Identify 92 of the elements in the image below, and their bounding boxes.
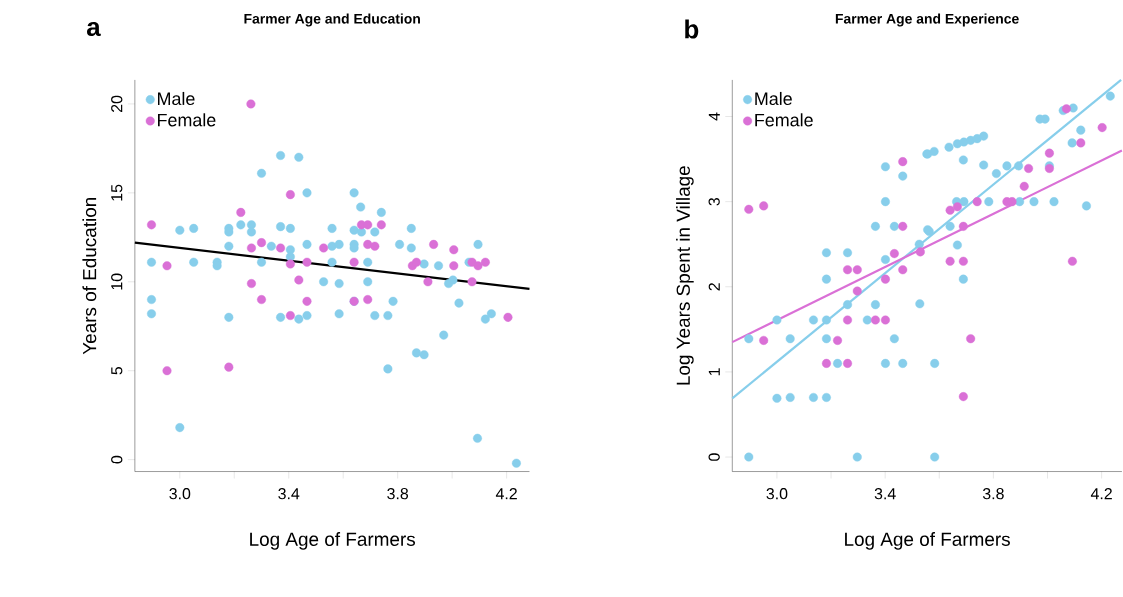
point xyxy=(889,248,899,258)
point xyxy=(246,243,256,253)
point xyxy=(1067,256,1077,266)
point xyxy=(966,334,976,344)
point xyxy=(467,277,477,287)
point xyxy=(246,278,256,288)
point xyxy=(363,294,373,304)
point xyxy=(363,220,373,230)
point xyxy=(319,243,329,253)
y-tick-label: 10 xyxy=(111,273,123,290)
point xyxy=(972,196,982,206)
legend-label: Female xyxy=(755,113,813,127)
point xyxy=(898,265,908,275)
point xyxy=(302,296,312,306)
chart-title: Farmer Age and Experience xyxy=(835,13,1019,27)
point xyxy=(285,310,295,320)
point xyxy=(411,257,421,267)
point xyxy=(246,99,256,109)
point xyxy=(449,261,459,271)
point xyxy=(759,201,769,211)
point xyxy=(1097,122,1107,132)
point xyxy=(1044,148,1054,158)
point xyxy=(852,265,862,275)
point xyxy=(224,362,234,372)
point xyxy=(429,239,439,249)
point xyxy=(880,315,890,325)
point xyxy=(370,241,380,251)
point xyxy=(843,358,853,368)
point xyxy=(945,256,955,266)
point xyxy=(376,220,386,230)
text: a xyxy=(87,21,101,36)
legend-label: Male xyxy=(755,91,792,105)
legend-label: Male xyxy=(158,91,195,105)
y-tick-label: 20 xyxy=(111,95,123,112)
x-axis-title: Log Age of Farmers xyxy=(250,531,416,550)
point xyxy=(480,257,490,267)
point xyxy=(349,257,359,267)
x-tick-label: 3.0 xyxy=(169,487,191,500)
point xyxy=(236,207,246,217)
y-axis-title: Years of Education xyxy=(82,197,97,355)
point xyxy=(302,257,312,267)
point xyxy=(503,312,513,322)
point xyxy=(833,335,843,345)
point xyxy=(162,365,172,375)
y-tick-label: 3 xyxy=(708,197,720,206)
point xyxy=(146,220,156,230)
point xyxy=(915,247,925,257)
point xyxy=(843,315,853,325)
point xyxy=(958,256,968,266)
chart-title: Farmer Age and Education xyxy=(244,13,420,27)
y-tick-label: 1 xyxy=(708,368,720,375)
point xyxy=(821,358,831,368)
point xyxy=(294,275,304,285)
point xyxy=(276,243,286,253)
x-tick-label: 4.2 xyxy=(495,487,517,499)
point xyxy=(945,205,955,215)
point xyxy=(1076,138,1086,148)
point xyxy=(449,245,459,255)
y-tick-label: 4 xyxy=(708,112,720,121)
point xyxy=(257,294,267,304)
y-axis-title: Log Years Spent in Village xyxy=(676,166,694,385)
y-tick-label: 0 xyxy=(111,455,123,464)
point xyxy=(852,286,862,296)
y-tick-label: 2 xyxy=(708,282,720,291)
point xyxy=(898,156,908,166)
point xyxy=(870,315,880,325)
point xyxy=(257,237,267,247)
point xyxy=(958,391,968,401)
x-axis-title: Log Age of Farmers xyxy=(845,531,1010,550)
legend-label: Female xyxy=(158,113,216,127)
point xyxy=(880,274,890,284)
x-tick-label: 3.4 xyxy=(874,487,896,500)
point xyxy=(759,335,769,345)
point xyxy=(285,189,295,199)
x-tick-label: 3.8 xyxy=(387,487,409,500)
point xyxy=(898,221,908,231)
point xyxy=(473,261,483,271)
point xyxy=(958,221,968,231)
point xyxy=(1024,163,1034,173)
point xyxy=(744,204,754,214)
text: b xyxy=(685,19,699,39)
point xyxy=(423,277,433,287)
y-tick-label: 15 xyxy=(111,184,123,201)
y-tick-label: 0 xyxy=(708,453,720,461)
x-tick-label: 3.0 xyxy=(766,487,788,500)
point xyxy=(162,261,172,271)
x-tick-label: 3.4 xyxy=(278,487,300,500)
x-tick-label: 4.2 xyxy=(1090,487,1112,499)
point xyxy=(1019,181,1029,191)
point xyxy=(843,265,853,275)
y-tick-label: 5 xyxy=(111,366,123,375)
x-tick-label: 3.8 xyxy=(982,487,1004,500)
